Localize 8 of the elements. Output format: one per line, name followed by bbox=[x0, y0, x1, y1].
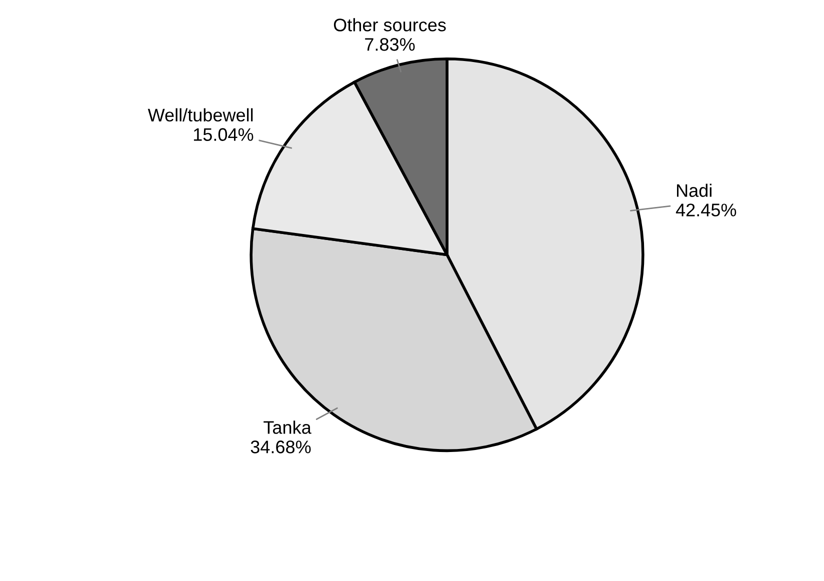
data-label: 7.83% bbox=[365, 38, 415, 51]
slice-label: Tanka bbox=[264, 420, 312, 434]
slice-label: Well/tubewell bbox=[148, 108, 253, 122]
data-label: 15.04% bbox=[194, 128, 254, 141]
slice-label: Nadi bbox=[677, 184, 712, 197]
data-label: 34.68% bbox=[250, 440, 311, 454]
slice-label: Other sources bbox=[334, 18, 446, 32]
data-label: 42.45% bbox=[676, 204, 736, 216]
